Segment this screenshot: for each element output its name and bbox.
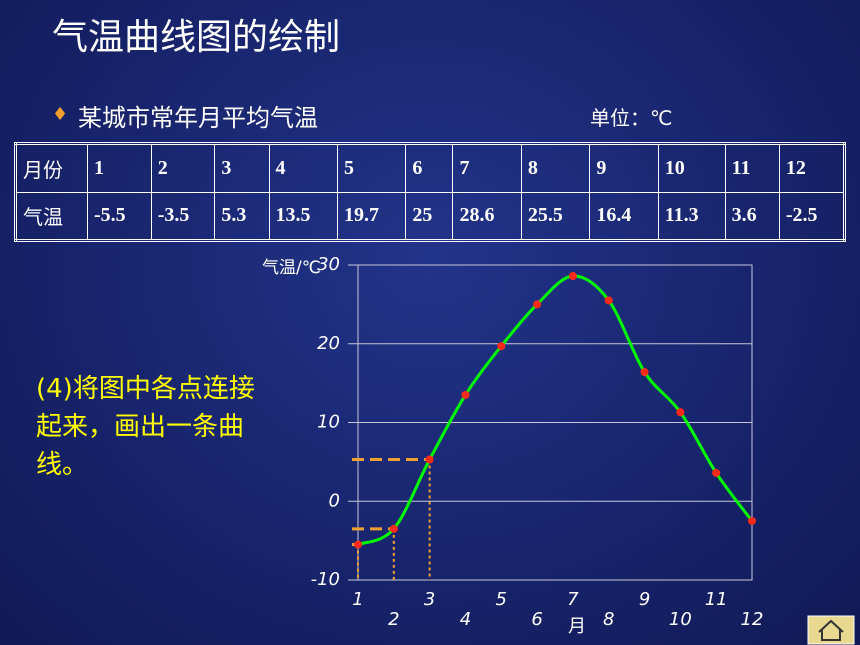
table-cell: 7 [452, 143, 522, 193]
x-tick-label: 6 [531, 609, 542, 630]
x-axis-label: 月 [568, 616, 586, 637]
x-tick-label: 8 [603, 609, 614, 630]
data-point [425, 455, 434, 464]
temperature-curve [357, 274, 754, 546]
row-label: 气温 [15, 191, 88, 241]
table-cell: 9 [589, 143, 659, 193]
table-cell: 6 [405, 143, 454, 193]
data-point [640, 368, 649, 377]
y-tick-label: -10 [311, 569, 340, 590]
table-cell: 25 [405, 191, 454, 241]
data-point [676, 408, 685, 417]
unit: 单位：℃ [590, 106, 673, 130]
table-cell: 11.3 [657, 191, 726, 241]
data-point [354, 540, 362, 549]
row-label: 月份 [15, 143, 88, 193]
x-tick-label: 3 [424, 589, 435, 610]
data-point [568, 272, 577, 281]
table-cell: 4 [268, 143, 338, 193]
x-tick-label: 9 [639, 589, 650, 610]
x-tick-label: 11 [705, 589, 728, 610]
table-cell: 19.7 [336, 191, 407, 241]
x-tick-label: 1 [352, 589, 363, 610]
data-point [497, 342, 506, 351]
table-cell: 5.3 [214, 191, 270, 241]
data-point [533, 300, 542, 309]
table-cell: 10 [657, 143, 726, 193]
x-tick-label: 7 [567, 589, 579, 610]
y-tick-label: 20 [317, 333, 340, 354]
y-tick-label: 10 [317, 412, 340, 433]
table-cell: -3.5 [150, 191, 216, 241]
data-point [748, 516, 756, 525]
table-cell: 3.6 [724, 191, 780, 241]
y-tick-label: 30 [317, 254, 340, 275]
data-point [461, 390, 470, 399]
table-cell: 13.5 [268, 191, 338, 241]
table-cell: 16.4 [589, 191, 659, 241]
data-point [389, 524, 398, 533]
bullet: ♦ [52, 104, 69, 125]
annotation: (4)将图中各点连接起来，画出一条曲线。 [36, 374, 255, 480]
table-cell: 12 [778, 143, 846, 193]
x-tick-label: 4 [460, 609, 471, 630]
table-cell: 8 [520, 143, 591, 193]
x-tick-label: 2 [388, 609, 399, 630]
subtitle: 某城市常年月平均气温 [78, 104, 318, 132]
home-icon[interactable] [818, 619, 844, 641]
y-tick-label: 0 [329, 490, 340, 511]
title: 气温曲线图的绘制 [52, 17, 341, 58]
data-point [604, 296, 613, 305]
data-point [712, 468, 721, 477]
y-axis-label: 气温/℃ [262, 258, 321, 278]
x-tick-label: 5 [496, 589, 507, 610]
data-table: 月份 1 2 3 4 5 6 7 8 9 10 11 12 气温 -5.5 -3.5 5.3 13.5 19.7 2… [14, 142, 846, 242]
table-cell: -2.5 [778, 191, 846, 241]
home-button[interactable] [807, 615, 855, 645]
x-tick-label: 10 [669, 609, 692, 630]
table-cell: -5.5 [87, 191, 152, 241]
x-tick-label: 12 [741, 609, 764, 630]
table-cell: 3 [214, 143, 270, 193]
